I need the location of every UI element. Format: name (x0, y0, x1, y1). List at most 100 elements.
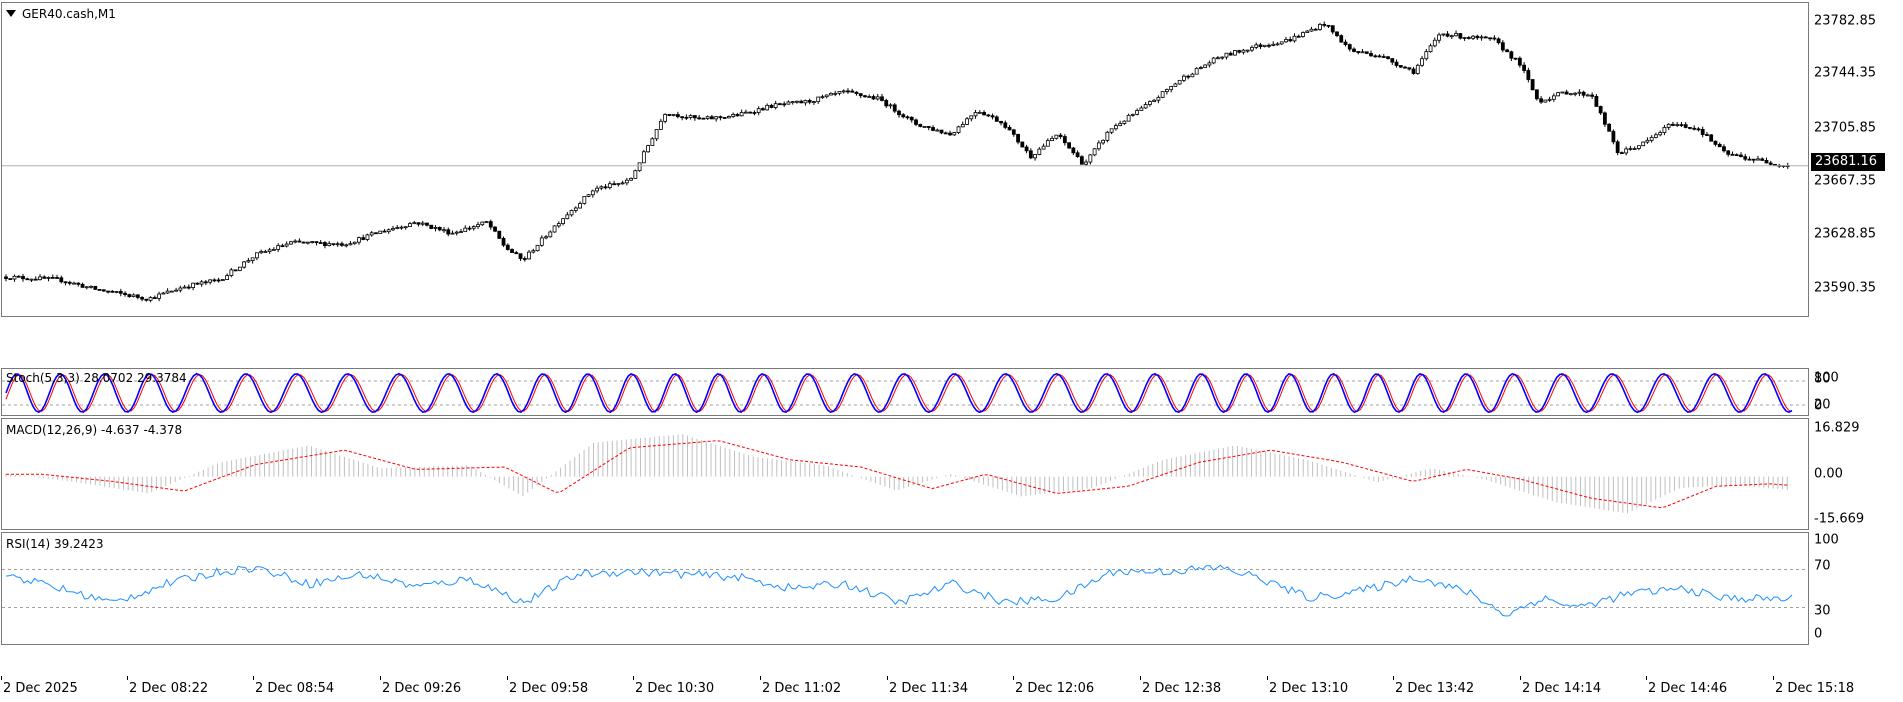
price-chart-pane[interactable]: GER40.cash,M1 (1, 2, 1809, 317)
candle-body (846, 90, 850, 93)
candle-body (1432, 39, 1437, 47)
candle-body (106, 290, 110, 293)
candle-body (1475, 35, 1480, 39)
candle-body (544, 236, 548, 239)
candle-body (599, 186, 604, 189)
candle-body (1654, 134, 1658, 138)
candle-body (123, 292, 127, 295)
candle-body (1058, 134, 1063, 137)
candle-body (229, 269, 234, 276)
price-axis[interactable]: 23782.85 23744.35 23705.85 23667.35 2362… (1812, 2, 1903, 317)
candle-body (1551, 95, 1556, 100)
candle-body (429, 224, 434, 229)
candle-body (735, 114, 740, 117)
candle-body (518, 253, 523, 259)
candle-body (556, 223, 561, 227)
candle-body (403, 226, 408, 229)
candle-body (1028, 150, 1033, 159)
candle-body (89, 285, 93, 288)
time-axis-tick (1646, 676, 1647, 680)
candle-body (361, 237, 366, 240)
candle-body (1126, 114, 1131, 122)
candle-body (233, 269, 238, 272)
chart-menu-arrow-icon[interactable] (6, 10, 16, 17)
candle-body (629, 178, 633, 181)
candle-body (948, 132, 952, 136)
candle-body (399, 226, 404, 229)
candle-body (1020, 141, 1025, 148)
candle-body (510, 249, 514, 253)
candle-body (191, 282, 196, 288)
candle-body (497, 230, 502, 239)
stochastic-pane[interactable]: Stoch(5,3,3) 28.0702 29.3784 (1, 368, 1809, 416)
candle-body (1377, 55, 1382, 58)
candle-body (1479, 36, 1484, 39)
candle-body (535, 244, 540, 252)
candle-body (425, 222, 429, 226)
candle-body (1267, 44, 1271, 47)
candle-body (1530, 79, 1535, 91)
candle-body (1258, 44, 1263, 47)
candle-body (739, 112, 744, 117)
candle-body (1573, 92, 1578, 95)
candle-body (1050, 137, 1054, 141)
candle-body (756, 108, 761, 113)
candle-body (67, 281, 72, 284)
candle-body (1760, 158, 1765, 161)
candle-body (433, 226, 438, 229)
candle-body (1671, 123, 1675, 126)
candle-body (327, 243, 332, 246)
time-axis-tick (633, 676, 634, 680)
chart-title[interactable]: GER40.cash,M1 (6, 7, 116, 21)
rsi-axis-label: 100 (1814, 532, 1839, 548)
candle-body (761, 108, 765, 111)
time-axis-label: 2 Dec 11:02 (762, 681, 842, 696)
candle-body (38, 276, 42, 281)
candle-body (1326, 24, 1331, 27)
rsi-plot (2, 564, 1808, 617)
candle-body (573, 207, 578, 211)
candle-body (63, 281, 68, 284)
candle-body (1245, 49, 1250, 52)
candle-body (152, 297, 157, 299)
stochastic-axis-label: 0 (1814, 398, 1823, 414)
time-axis-tick (380, 676, 381, 680)
rsi-line (5, 564, 1793, 617)
candle-body (731, 114, 736, 117)
candle-body (952, 132, 957, 136)
candle-body (1513, 57, 1518, 60)
candle-body (220, 279, 225, 281)
candle-body (926, 126, 931, 128)
candle-body (1398, 65, 1403, 68)
candle-body (1488, 37, 1492, 40)
candle-body (480, 221, 485, 226)
candle-body (1296, 35, 1301, 38)
candle-body (276, 245, 281, 250)
candle-body (765, 104, 770, 111)
candle-body (357, 237, 361, 243)
candle-body (1130, 113, 1135, 116)
candle-body (1700, 129, 1705, 135)
time-axis[interactable]: 2 Dec 2025 2 Dec 08:22 2 Dec 08:54 2 Dec 09… (0, 676, 1903, 702)
candle-body (454, 231, 459, 234)
macd-pane[interactable]: MACD(12,26,9) -4.637 -4.378 (1, 418, 1809, 530)
candle-body (297, 240, 302, 243)
time-axis-tick (1267, 676, 1268, 680)
candle-body (1420, 58, 1424, 66)
candle-body (1730, 153, 1735, 156)
candle-body (561, 218, 565, 225)
candle-body (1156, 96, 1161, 101)
candle-body (1041, 145, 1046, 150)
candle-body (892, 104, 897, 112)
time-axis-label: 2 Dec 13:10 (1269, 681, 1349, 696)
stochastic-main-line (5, 372, 1793, 414)
candle-body (335, 243, 340, 246)
candle-body (135, 294, 140, 298)
rsi-pane[interactable]: RSI(14) 39.2423 (1, 532, 1809, 645)
candle-body (59, 277, 64, 283)
candle-body (365, 234, 370, 240)
candle-body (1628, 148, 1633, 150)
candle-body (8, 278, 13, 280)
candle-body (897, 110, 901, 116)
candle-body (12, 275, 17, 280)
